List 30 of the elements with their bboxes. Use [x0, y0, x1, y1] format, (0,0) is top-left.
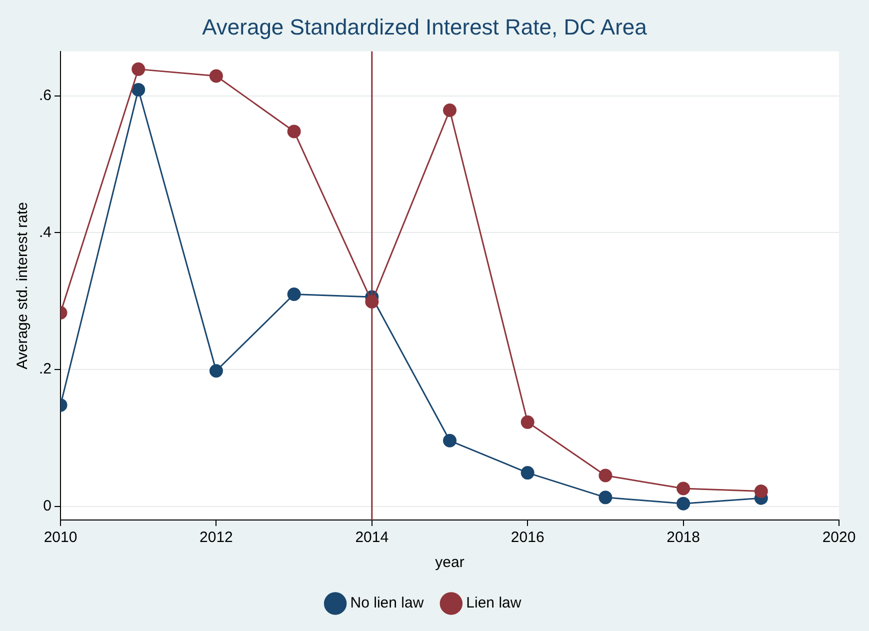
- point: [676, 482, 690, 496]
- chart-title: Average Standardized Interest Rate, DC Area: [202, 14, 648, 40]
- x-tick-label: 2018: [666, 529, 700, 546]
- x-tick-label: 2020: [822, 529, 856, 546]
- legend-label: Lien law: [466, 594, 522, 612]
- y-tick-label: 0: [43, 497, 52, 514]
- point: [754, 484, 768, 498]
- point: [598, 490, 612, 504]
- legend-label: No lien law: [350, 594, 424, 612]
- point: [676, 496, 690, 510]
- y-axis-title: Average std. interest rate: [14, 202, 32, 370]
- point: [443, 103, 457, 117]
- x-tick-label: 2014: [355, 529, 389, 546]
- point: [132, 82, 146, 96]
- point: [598, 468, 612, 482]
- y-tick-label: .6: [38, 87, 52, 104]
- point: [209, 364, 223, 378]
- y-tick-label: .4: [38, 224, 52, 241]
- point: [132, 62, 146, 76]
- point: [287, 288, 301, 301]
- x-tick-label: 2010: [44, 529, 78, 546]
- x-axis-title: year: [435, 554, 464, 572]
- point: [443, 434, 457, 448]
- x-tick-label: 2016: [510, 529, 544, 546]
- point: [520, 415, 534, 429]
- x-tick-label: 2012: [200, 529, 233, 546]
- point: [209, 69, 223, 83]
- point: [287, 124, 301, 138]
- y-tick-label: .2: [38, 360, 52, 378]
- point: [520, 466, 534, 480]
